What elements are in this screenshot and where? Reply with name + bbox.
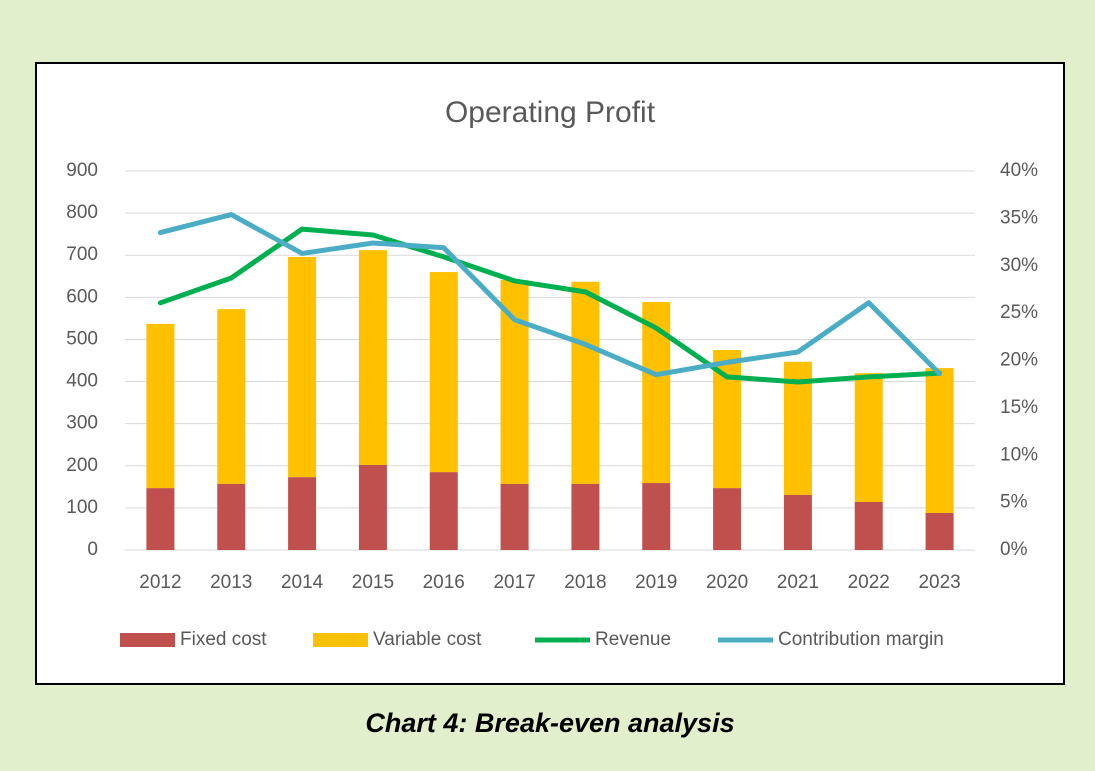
bar: [783, 494, 812, 550]
y2-tick-label: 10%: [1000, 444, 1038, 465]
bar: [500, 280, 529, 484]
x-tick-label: 2023: [918, 572, 960, 593]
bar: [429, 472, 458, 550]
y-tick-label: 700: [66, 244, 98, 265]
line: [157, 226, 943, 385]
y-tick-label: 500: [66, 328, 98, 349]
x-tick-label: 2018: [564, 572, 606, 593]
bar: [429, 272, 458, 473]
legend-label: Contribution margin: [778, 629, 944, 650]
y-tick-label: 100: [66, 497, 98, 518]
x-tick-label: 2015: [352, 572, 394, 593]
bar: [854, 373, 883, 502]
bar: [288, 477, 317, 550]
y-tick-label: 600: [66, 286, 98, 307]
x-tick-label: 2017: [493, 572, 535, 593]
legend-label: Fixed cost: [180, 629, 267, 650]
y-tick-label: 300: [66, 413, 98, 434]
chart-title: Operating Profit: [445, 96, 656, 129]
x-tick-label: 2022: [848, 572, 890, 593]
bar: [217, 309, 246, 484]
y2-tick-label: 0%: [1000, 539, 1028, 560]
bar: [925, 512, 954, 550]
x-tick-label: 2012: [139, 572, 181, 593]
bar: [217, 483, 246, 550]
bar: [146, 323, 175, 489]
bar: [288, 256, 317, 478]
line: [157, 212, 943, 378]
legend-swatch: [120, 633, 175, 647]
bar: [500, 483, 529, 550]
y-tick-label: 200: [66, 455, 98, 476]
y2-tick-label: 40%: [1000, 160, 1038, 181]
x-tick-label: 2013: [210, 572, 252, 593]
y2-tick-label: 25%: [1000, 302, 1038, 323]
y-tick-label: 0: [87, 539, 98, 560]
y2-tick-label: 35%: [1000, 207, 1038, 228]
legend-label: Variable cost: [373, 629, 482, 650]
bar: [358, 464, 387, 550]
bar: [854, 501, 883, 550]
bar: [146, 488, 175, 550]
y-tick-label: 900: [66, 160, 98, 181]
y2-tick-label: 15%: [1000, 397, 1038, 418]
x-tick-label: 2014: [281, 572, 324, 593]
legend-swatch: [313, 633, 368, 647]
y2-tick-label: 20%: [1000, 350, 1038, 371]
caption: Chart 4: Break-even analysis: [365, 708, 734, 738]
bar: [571, 483, 600, 550]
y2-tick-label: 30%: [1000, 255, 1038, 276]
x-tick-label: 2019: [635, 572, 677, 593]
bar: [713, 488, 742, 550]
legend-label: Revenue: [595, 629, 671, 650]
bar: [925, 368, 954, 513]
x-tick-label: 2016: [423, 572, 465, 593]
bar: [358, 250, 387, 465]
y-tick-label: 400: [66, 371, 98, 392]
x-tick-label: 2020: [706, 572, 748, 593]
bar: [571, 281, 600, 484]
y2-tick-label: 5%: [1000, 492, 1028, 513]
bar: [642, 483, 671, 550]
x-tick-label: 2021: [777, 572, 819, 593]
y-tick-label: 800: [66, 202, 98, 223]
